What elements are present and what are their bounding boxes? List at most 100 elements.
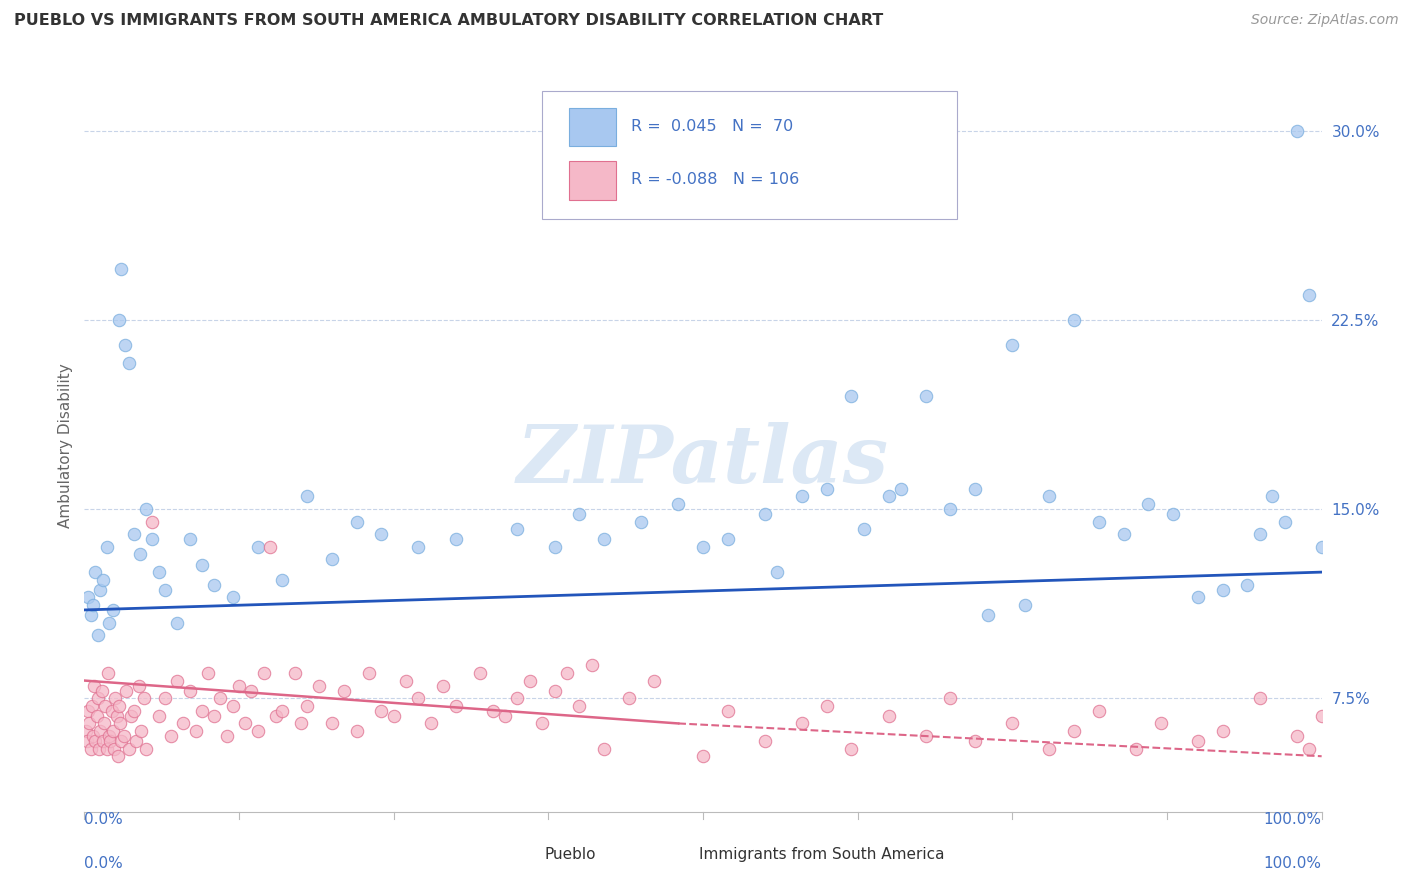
Point: [240, 683, 263, 698]
Point: [79, 716, 101, 731]
Point: [382, 709, 405, 723]
Point: [197, 665, 219, 680]
Point: [112, 729, 135, 743]
Point: [120, 709, 142, 723]
Point: [83, 679, 105, 693]
Point: [129, 548, 152, 562]
Point: [1310, 540, 1333, 554]
Point: [321, 716, 343, 731]
Point: [97, 665, 120, 680]
Point: [321, 552, 343, 566]
Point: [75, 724, 97, 739]
Point: [692, 540, 714, 554]
Point: [100, 704, 122, 718]
Point: [593, 741, 616, 756]
Point: [506, 691, 529, 706]
Point: [129, 724, 152, 739]
Point: [754, 734, 776, 748]
Point: [519, 673, 541, 688]
Point: [246, 724, 269, 739]
Point: [481, 704, 503, 718]
Point: [209, 691, 232, 706]
Point: [108, 313, 131, 327]
Point: [965, 482, 987, 496]
Text: PUEBLO VS IMMIGRANTS FROM SOUTH AMERICA AMBULATORY DISABILITY CORRELATION CHART: PUEBLO VS IMMIGRANTS FROM SOUTH AMERICA …: [14, 13, 883, 29]
Point: [89, 724, 111, 739]
Point: [77, 704, 100, 718]
Point: [290, 716, 312, 731]
Point: [122, 704, 145, 718]
FancyBboxPatch shape: [543, 91, 956, 219]
Point: [939, 691, 962, 706]
Point: [766, 565, 789, 579]
Point: [82, 598, 104, 612]
Point: [79, 607, 101, 622]
Point: [179, 683, 201, 698]
Point: [295, 490, 318, 504]
Point: [284, 665, 307, 680]
Point: [1285, 124, 1308, 138]
Point: [914, 729, 936, 743]
Point: [80, 698, 103, 713]
Point: [118, 356, 141, 370]
Text: Immigrants from South America: Immigrants from South America: [699, 847, 945, 863]
Point: [432, 679, 454, 693]
FancyBboxPatch shape: [505, 842, 536, 868]
Point: [191, 704, 214, 718]
Point: [1112, 527, 1135, 541]
Point: [617, 691, 640, 706]
Point: [148, 565, 170, 579]
Point: [148, 709, 170, 723]
Point: [1212, 582, 1234, 597]
Point: [125, 734, 148, 748]
Point: [103, 741, 125, 756]
Point: [877, 490, 900, 504]
Point: [308, 679, 330, 693]
Point: [470, 665, 492, 680]
Point: [184, 724, 207, 739]
Point: [1088, 515, 1111, 529]
Point: [914, 388, 936, 402]
Point: [717, 533, 740, 547]
Point: [444, 533, 467, 547]
Point: [976, 607, 998, 622]
Point: [841, 388, 863, 402]
Point: [666, 497, 689, 511]
Point: [1249, 527, 1271, 541]
Point: [96, 741, 118, 756]
Point: [79, 741, 101, 756]
Point: [107, 749, 129, 764]
Point: [1014, 598, 1036, 612]
Point: [98, 729, 121, 743]
Point: [110, 262, 132, 277]
Point: [408, 540, 430, 554]
Point: [790, 716, 813, 731]
Point: [135, 741, 157, 756]
Point: [295, 698, 318, 713]
Point: [110, 716, 132, 731]
Point: [370, 527, 392, 541]
Point: [852, 522, 875, 536]
Point: [98, 734, 121, 748]
Point: [1063, 313, 1085, 327]
Point: [370, 704, 392, 718]
Point: [77, 591, 100, 605]
Point: [1038, 490, 1060, 504]
Point: [1298, 741, 1320, 756]
Point: [581, 658, 603, 673]
Point: [89, 741, 111, 756]
Point: [115, 683, 138, 698]
Text: 100.0%: 100.0%: [1264, 855, 1322, 871]
Point: [84, 565, 107, 579]
Point: [1001, 338, 1024, 352]
Point: [543, 540, 565, 554]
Point: [1212, 724, 1234, 739]
Point: [965, 734, 987, 748]
Point: [1038, 741, 1060, 756]
Point: [87, 628, 110, 642]
Point: [104, 691, 127, 706]
Point: [1285, 729, 1308, 743]
Point: [132, 691, 155, 706]
Point: [555, 665, 578, 680]
Text: Source: ZipAtlas.com: Source: ZipAtlas.com: [1251, 13, 1399, 28]
